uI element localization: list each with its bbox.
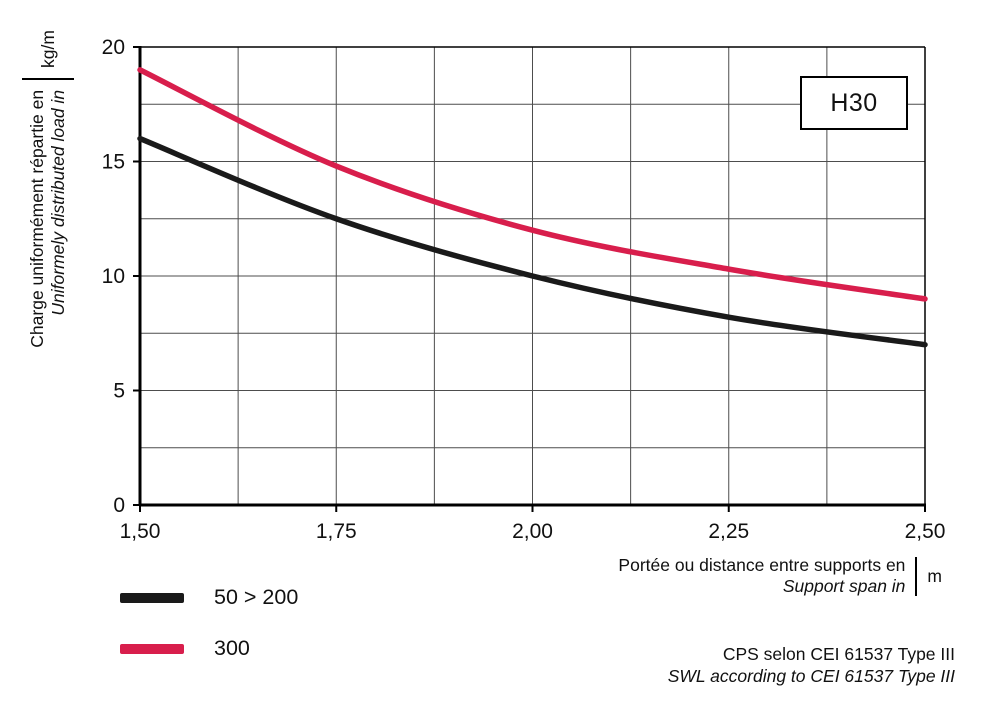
x-tick-label: 1,75 <box>316 520 357 543</box>
x-tick-label: 2,25 <box>708 520 749 543</box>
x-axis-label-text: Portée ou distance entre supports en Sup… <box>618 555 905 598</box>
legend-item-300: 300 <box>120 636 298 661</box>
series-badge: H30 <box>800 76 908 130</box>
y-axis-label: Charge uniformément répartie en Uniforme… <box>20 30 76 550</box>
badge-label: H30 <box>830 88 878 117</box>
x-axis-label: Portée ou distance entre supports en Sup… <box>618 555 942 598</box>
legend-swatch-red <box>120 643 184 654</box>
divider <box>915 557 918 596</box>
legend-swatch-black <box>120 592 184 603</box>
x-tick-label: 2,00 <box>512 520 553 543</box>
legend-label: 300 <box>214 636 250 660</box>
x-axis-unit: m <box>927 565 942 586</box>
legend-label: 50 > 200 <box>214 585 299 609</box>
y-axis-unit: kg/m <box>37 30 58 68</box>
footnote-line-en: SWL according to CEI 61537 Type III <box>667 665 955 686</box>
x-axis-label-en: Support span in <box>782 576 906 597</box>
legend: 50 > 200 300 <box>120 585 298 661</box>
y-axis-label-en: Uniformely distributed load in <box>48 89 68 316</box>
y-tick-label: 5 <box>113 380 125 403</box>
divider <box>22 77 74 80</box>
y-tick-label: 0 <box>113 494 125 517</box>
y-axis-label-text: Charge uniformément répartie en Uniforme… <box>27 90 70 348</box>
series-curve-0 <box>137 135 928 348</box>
y-tick-label: 10 <box>102 265 125 288</box>
y-tick-label: 15 <box>102 151 125 174</box>
y-tick-label: 20 <box>102 36 125 59</box>
y-axis-label-fr: Charge uniformément répartie en <box>26 89 47 348</box>
x-tick-label: 2,50 <box>905 520 946 543</box>
x-axis-label-fr: Portée ou distance entre supports en <box>618 555 906 575</box>
series-curve-1 <box>137 67 928 302</box>
standard-footnote: CPS selon CEI 61537 Type III SWL accordi… <box>668 644 955 688</box>
x-tick-label: 1,50 <box>120 520 161 543</box>
legend-item-50-200: 50 > 200 <box>120 585 298 610</box>
footnote-line-fr: CPS selon CEI 61537 Type III <box>722 644 955 664</box>
